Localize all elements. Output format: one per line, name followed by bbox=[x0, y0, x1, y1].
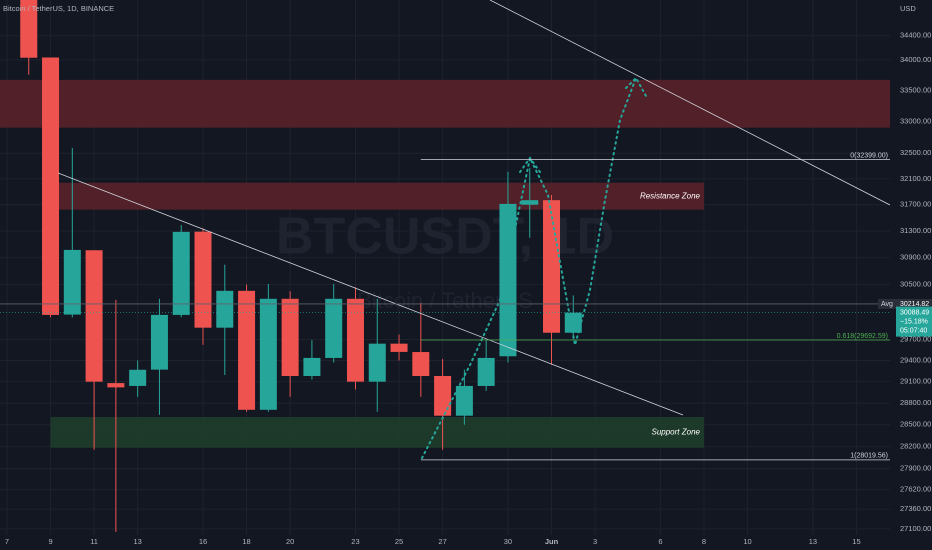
candles bbox=[20, 0, 582, 532]
candle-body bbox=[477, 357, 495, 386]
y-tick-label: 31300.00 bbox=[900, 226, 931, 235]
x-tick-label: 10 bbox=[743, 537, 751, 546]
candle-body bbox=[346, 298, 364, 382]
axes: 34400.00 34000.00 33500.00 33000.00 32500.00… bbox=[5, 31, 932, 546]
candle-body bbox=[281, 298, 299, 376]
watermark: BTCUSDT, 1D bbox=[276, 208, 614, 266]
y-tick-label: 28500.00 bbox=[900, 420, 931, 429]
trend-line bbox=[489, 0, 891, 206]
x-tick-label: Jun bbox=[545, 537, 559, 546]
axis-unit: USD bbox=[900, 4, 916, 13]
candle-body bbox=[521, 200, 539, 205]
x-tick-label: 13 bbox=[133, 537, 141, 546]
projection-path bbox=[421, 77, 637, 459]
candle-body bbox=[325, 298, 343, 358]
fib-label: 0.618(29692.59) bbox=[837, 333, 888, 340]
y-tick-label: 32100.00 bbox=[900, 174, 931, 183]
candle-body bbox=[238, 290, 256, 410]
price-axis bbox=[890, 0, 932, 550]
candle-body bbox=[216, 290, 234, 328]
y-tick-label: 31700.00 bbox=[900, 200, 931, 209]
x-tick-label: 11 bbox=[90, 537, 98, 546]
countdown: 05:07:40 bbox=[900, 327, 927, 334]
candle-body bbox=[259, 298, 277, 410]
projection-arrow bbox=[625, 76, 647, 97]
projection-arrow bbox=[519, 156, 541, 173]
fib-label: 1(28019.56) bbox=[850, 453, 888, 460]
last-price-box bbox=[896, 306, 932, 337]
y-tick-label: 29700.00 bbox=[900, 334, 931, 343]
candle-body bbox=[107, 383, 125, 388]
candle-body bbox=[150, 314, 168, 370]
candle-body bbox=[303, 357, 321, 376]
y-tick-label: 34400.00 bbox=[900, 31, 931, 40]
y-tick-label: 33500.00 bbox=[900, 86, 931, 95]
y-tick-label: 27100.00 bbox=[900, 524, 931, 533]
candle-body bbox=[412, 352, 430, 376]
x-tick-label: 9 bbox=[48, 537, 52, 546]
y-tick-label: 28800.00 bbox=[900, 398, 931, 407]
trend-line bbox=[57, 172, 684, 416]
y-tick-label: 29100.00 bbox=[900, 377, 931, 386]
zone bbox=[50, 417, 704, 448]
zone bbox=[0, 79, 890, 128]
levels: 0(32399.00) 0.618(29692.59) 1(28019.56) bbox=[0, 152, 890, 461]
candle-body bbox=[42, 57, 60, 315]
x-tick-label: 13 bbox=[809, 537, 817, 546]
y-tick-label: 30900.00 bbox=[900, 253, 931, 262]
average-tag: Avg bbox=[881, 301, 893, 308]
candle-body bbox=[129, 369, 147, 386]
y-tick-label: 33000.00 bbox=[900, 117, 931, 126]
candle-body bbox=[543, 200, 561, 333]
fib-label: 0(32399.00) bbox=[850, 152, 888, 159]
zone bbox=[57, 182, 704, 210]
x-tick-label: 30 bbox=[504, 537, 512, 546]
candle-body bbox=[499, 203, 517, 357]
average-price-box bbox=[898, 298, 932, 309]
y-tick-label: 30500.00 bbox=[900, 280, 931, 289]
x-tick-label: 25 bbox=[395, 537, 403, 546]
x-tick-label: 7 bbox=[5, 537, 9, 546]
candle-body bbox=[63, 249, 81, 315]
candle-body bbox=[434, 375, 452, 416]
candle-body bbox=[194, 231, 212, 328]
zones: Resistance Zone Support Zone bbox=[0, 79, 890, 448]
y-tick-label: 32500.00 bbox=[900, 148, 931, 157]
candle-body bbox=[564, 312, 582, 333]
y-tick-label: 27620.00 bbox=[900, 485, 931, 494]
y-tick-label: 34000.00 bbox=[900, 55, 931, 64]
average-tag-box bbox=[878, 298, 898, 309]
candle-body bbox=[455, 385, 473, 416]
x-tick-label: 20 bbox=[286, 537, 294, 546]
zone-label: Support Zone bbox=[651, 427, 700, 436]
x-tick-label: 18 bbox=[242, 537, 250, 546]
candle-body bbox=[20, 0, 38, 58]
y-tick-label: 27900.00 bbox=[900, 464, 931, 473]
y-tick-label: 27360.00 bbox=[900, 504, 931, 513]
last-price: 30088.49 bbox=[900, 309, 929, 316]
drawings bbox=[57, 0, 891, 459]
chart-title: Bitcoin / TetherUS, 1D, BINANCE bbox=[3, 4, 114, 13]
x-tick-label: 8 bbox=[702, 537, 706, 546]
candle-body bbox=[85, 250, 103, 382]
x-tick-label: 3 bbox=[593, 537, 597, 546]
x-tick-label: 16 bbox=[199, 537, 207, 546]
x-tick-label: 23 bbox=[351, 537, 359, 546]
y-tick-label: 28200.00 bbox=[900, 442, 931, 451]
x-tick-label: 15 bbox=[852, 537, 860, 546]
x-tick-label: 6 bbox=[658, 537, 662, 546]
time-axis bbox=[0, 535, 932, 550]
x-tick-label: 27 bbox=[438, 537, 446, 546]
candle-body bbox=[390, 343, 408, 352]
last-change: −15.18% bbox=[900, 318, 928, 325]
y-tick-label: 29400.00 bbox=[900, 355, 931, 364]
candle-body bbox=[368, 343, 386, 382]
candle-body bbox=[172, 231, 190, 315]
zone-label: Resistance Zone bbox=[640, 191, 701, 200]
average-price: 30214.82 bbox=[900, 301, 929, 308]
